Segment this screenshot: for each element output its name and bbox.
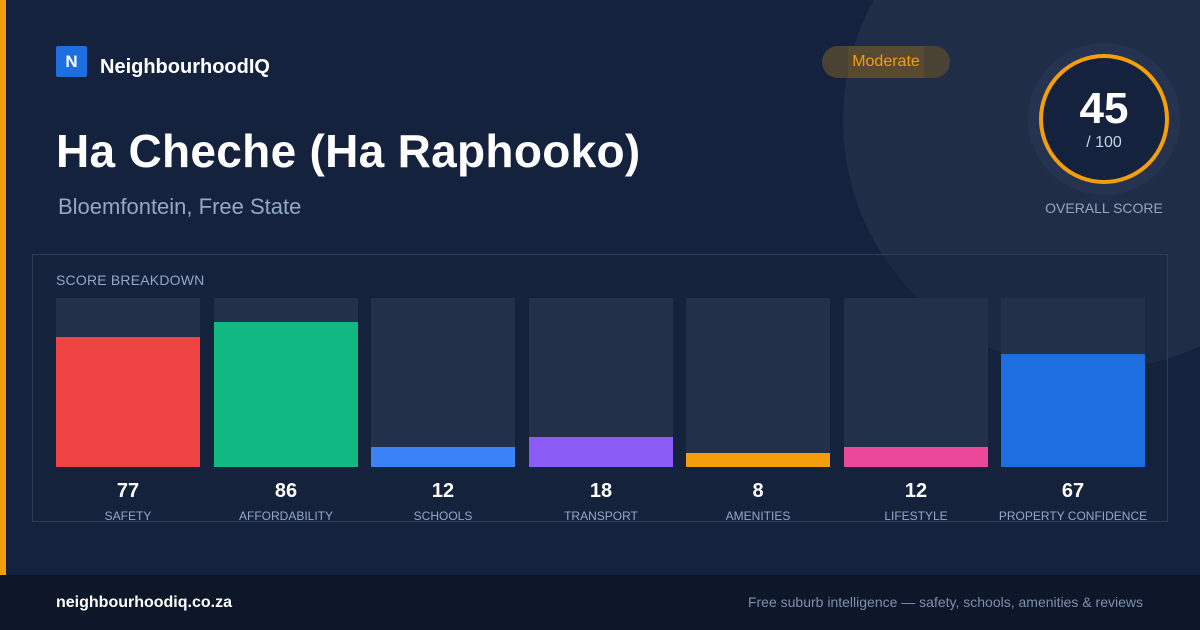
score-bar-label: SAFETY [104,509,152,523]
score-breakdown-title: SCORE BREAKDOWN [56,272,205,288]
brand-name: NeighbourhoodIQ [100,56,270,78]
score-bar-label: PROPERTY CONFIDENCE [998,509,1148,523]
score-bar-value: 67 [1061,480,1085,502]
overall-score-label: OVERALL SCORE [1045,200,1163,216]
score-bar-value: 18 [589,480,613,502]
suburb-title: Ha Cheche (Ha Raphooko) [56,125,641,177]
score-bar-track [56,298,200,467]
footer: neighbourhoodiq.co.za Free suburb intell… [0,575,1200,630]
score-bar-fill [529,437,673,467]
score-bar-transport: 18 TRANSPORT [529,298,673,523]
score-bar-label: LIFESTYLE [884,509,948,523]
overall-score-max: / 100 [1086,134,1122,151]
score-bar-fill [214,322,358,467]
rating-badge: Moderate [822,46,950,78]
score-bar-safety: 77 SAFETY [56,298,200,523]
overall-score-value: 45 [1079,84,1129,133]
score-bar-fill [1001,354,1145,467]
hero-card: N NeighbourhoodIQ Moderate Ha Cheche (Ha… [0,0,1200,575]
score-bar-track [371,298,515,467]
score-bar-fill [371,447,515,467]
score-bar-value: 8 [752,480,764,502]
score-bar-track [1001,298,1145,467]
score-bar-schools: 12 SCHOOLS [371,298,515,523]
score-bar-value: 86 [274,480,298,502]
footer-tagline: Free suburb intelligence — safety, schoo… [747,594,1143,610]
brand-logo-icon: N [56,46,87,77]
score-bar-fill [686,453,830,467]
suburb-location: Bloemfontein, Free State [58,194,302,219]
score-bar-value: 12 [904,480,928,502]
score-bar-track [529,298,673,467]
footer-url[interactable]: neighbourhoodiq.co.za [56,594,232,611]
score-bar-fill [56,337,200,467]
rating-badge-label: Moderate [852,53,920,70]
score-bar-fill [844,447,988,467]
score-bar-affordability: 86 AFFORDABILITY [214,298,358,523]
score-bar-lifestyle: 12 LIFESTYLE [844,298,988,523]
accent-bar [0,0,6,575]
overall-score-ring: 45 / 100 [1028,43,1180,195]
score-bar-label: SCHOOLS [413,509,473,523]
score-bar-label: AFFORDABILITY [238,509,333,523]
score-bar-amenities: 8 AMENITIES [686,298,830,523]
score-bar-value: 12 [431,480,455,502]
score-bar-track [844,298,988,467]
score-bar-track [214,298,358,467]
score-bar-track [686,298,830,467]
brand-logo-letter: N [65,51,78,71]
score-bar-label: TRANSPORT [564,509,638,523]
score-bar-property-confidence: 67 PROPERTY CONFIDENCE [999,298,1147,523]
score-breakdown-panel: SCORE BREAKDOWN 77 SAFETY 86 AFFORDABILITY 1… [32,254,1168,523]
score-bar-label: AMENITIES [725,509,791,523]
score-bar-value: 77 [116,480,140,502]
